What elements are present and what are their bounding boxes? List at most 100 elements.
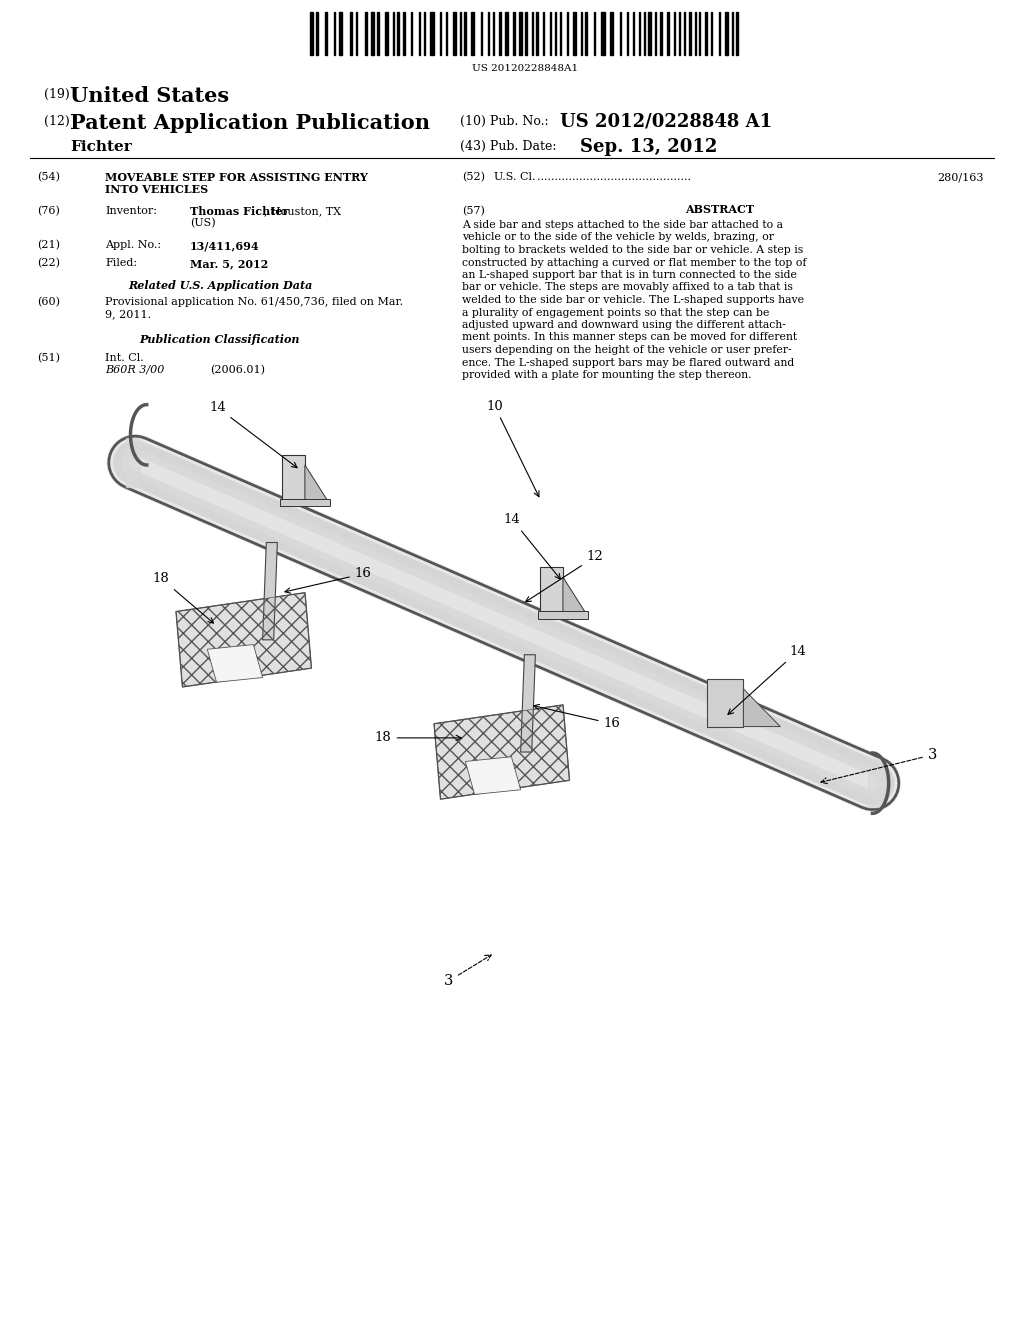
Text: 16: 16: [534, 705, 621, 730]
Polygon shape: [305, 465, 328, 502]
Text: (60): (60): [37, 297, 60, 308]
Bar: [660, 12, 662, 55]
Text: Filed:: Filed:: [105, 257, 137, 268]
Text: A side bar and steps attached to the side bar attached to a: A side bar and steps attached to the sid…: [462, 220, 783, 230]
Bar: [499, 12, 501, 55]
Text: ABSTRACT: ABSTRACT: [685, 205, 755, 215]
Bar: [403, 12, 406, 55]
Bar: [610, 12, 613, 55]
Text: welded to the side bar or vehicle. The L-shaped supports have: welded to the side bar or vehicle. The L…: [462, 294, 804, 305]
Bar: [464, 12, 466, 55]
Text: (52): (52): [462, 172, 485, 182]
Text: provided with a plate for mounting the step thereon.: provided with a plate for mounting the s…: [462, 370, 752, 380]
Bar: [689, 12, 691, 55]
Text: 9, 2011.: 9, 2011.: [105, 309, 152, 319]
Polygon shape: [563, 577, 586, 614]
Text: (43) Pub. Date:: (43) Pub. Date:: [460, 140, 556, 153]
Text: (22): (22): [37, 257, 60, 268]
Text: Int. Cl.: Int. Cl.: [105, 352, 143, 363]
Bar: [601, 12, 605, 55]
Bar: [385, 12, 388, 55]
Bar: [525, 12, 527, 55]
Text: B60R 3/00: B60R 3/00: [105, 366, 165, 375]
Polygon shape: [280, 499, 330, 507]
Text: vehicle or to the side of the vehicle by welds, brazing, or: vehicle or to the side of the vehicle by…: [462, 232, 774, 243]
Text: (21): (21): [37, 240, 60, 251]
Text: Publication Classification: Publication Classification: [139, 334, 300, 345]
Text: 10: 10: [486, 400, 539, 496]
Polygon shape: [520, 655, 536, 752]
Polygon shape: [176, 593, 311, 686]
Text: Thomas Fichter: Thomas Fichter: [190, 206, 289, 216]
Bar: [365, 12, 367, 55]
Polygon shape: [465, 756, 520, 795]
Bar: [536, 12, 538, 55]
Text: Mar. 5, 2012: Mar. 5, 2012: [190, 257, 268, 269]
Text: 14: 14: [728, 644, 806, 714]
Bar: [377, 12, 379, 55]
Text: (12): (12): [44, 115, 70, 128]
Text: 18: 18: [375, 731, 462, 744]
Text: 280/163: 280/163: [938, 172, 984, 182]
Bar: [310, 12, 313, 55]
Text: US 20120228848A1: US 20120228848A1: [472, 63, 579, 73]
Bar: [325, 12, 327, 55]
Text: 14: 14: [209, 401, 297, 467]
Text: Sep. 13, 2012: Sep. 13, 2012: [580, 139, 718, 156]
Text: Fichter: Fichter: [70, 140, 132, 154]
Text: 13/411,694: 13/411,694: [190, 240, 260, 251]
Text: an L-shaped support bar that is in turn connected to the side: an L-shaped support bar that is in turn …: [462, 271, 797, 280]
Text: constructed by attaching a curved or flat member to the top of: constructed by attaching a curved or fla…: [462, 257, 807, 268]
Bar: [371, 12, 374, 55]
Text: 18: 18: [153, 572, 213, 623]
Text: 3: 3: [821, 748, 937, 784]
Bar: [519, 12, 522, 55]
Text: Inventor:: Inventor:: [105, 206, 157, 216]
Text: INTO VEHICLES: INTO VEHICLES: [105, 183, 208, 195]
Text: US 2012/0228848 A1: US 2012/0228848 A1: [560, 114, 772, 131]
Text: (54): (54): [37, 172, 60, 182]
Bar: [471, 12, 474, 55]
Polygon shape: [282, 454, 305, 502]
Bar: [585, 12, 587, 55]
Text: 14: 14: [504, 513, 560, 579]
Polygon shape: [207, 644, 262, 682]
Bar: [513, 12, 515, 55]
Text: bolting to brackets welded to the side bar or vehicle. A step is: bolting to brackets welded to the side b…: [462, 246, 803, 255]
Bar: [430, 12, 434, 55]
Polygon shape: [743, 689, 780, 726]
Text: 16: 16: [285, 568, 372, 593]
Bar: [350, 12, 352, 55]
Text: 3: 3: [443, 954, 492, 989]
Text: Related U.S. Application Data: Related U.S. Application Data: [128, 280, 312, 290]
Text: Provisional application No. 61/450,736, filed on Mar.: Provisional application No. 61/450,736, …: [105, 297, 403, 308]
Bar: [573, 12, 575, 55]
Text: U.S. Cl.: U.S. Cl.: [494, 172, 536, 182]
Text: (US): (US): [190, 218, 216, 228]
Text: (51): (51): [37, 352, 60, 363]
Bar: [705, 12, 707, 55]
Polygon shape: [434, 705, 569, 799]
Polygon shape: [707, 680, 743, 726]
Text: Patent Application Publication: Patent Application Publication: [70, 114, 430, 133]
Text: a plurality of engagement points so that the step can be: a plurality of engagement points so that…: [462, 308, 769, 318]
Polygon shape: [538, 611, 588, 619]
Bar: [339, 12, 342, 55]
Bar: [505, 12, 508, 55]
Text: 12: 12: [525, 550, 603, 602]
Bar: [725, 12, 728, 55]
Polygon shape: [262, 543, 278, 640]
Text: (19): (19): [44, 88, 70, 102]
Text: bar or vehicle. The steps are movably affixed to a tab that is: bar or vehicle. The steps are movably af…: [462, 282, 793, 293]
Text: ............................................: ........................................…: [537, 172, 691, 182]
Bar: [736, 12, 738, 55]
Text: Appl. No.:: Appl. No.:: [105, 240, 161, 249]
Text: (10) Pub. No.:: (10) Pub. No.:: [460, 115, 549, 128]
Text: ence. The L-shaped support bars may be flared outward and: ence. The L-shaped support bars may be f…: [462, 358, 795, 367]
Text: MOVEABLE STEP FOR ASSISTING ENTRY: MOVEABLE STEP FOR ASSISTING ENTRY: [105, 172, 368, 183]
Bar: [397, 12, 399, 55]
Text: ment points. In this manner steps can be moved for different: ment points. In this manner steps can be…: [462, 333, 797, 342]
Text: United States: United States: [70, 86, 229, 106]
Text: (57): (57): [462, 206, 485, 216]
Bar: [453, 12, 456, 55]
